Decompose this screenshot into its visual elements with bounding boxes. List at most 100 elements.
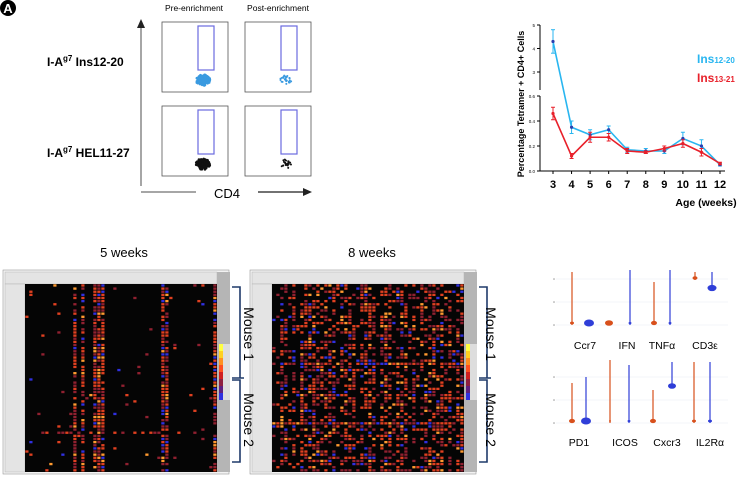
heatmap-cell bbox=[324, 299, 328, 303]
heatmap-cell bbox=[312, 328, 316, 331]
heatmap-cell bbox=[93, 331, 97, 334]
heatmap-cell bbox=[436, 425, 440, 428]
heatmap-cell bbox=[348, 368, 352, 372]
heatmap-cell bbox=[424, 453, 428, 456]
heatmap-cell bbox=[428, 419, 432, 422]
heatmap-cell bbox=[213, 415, 217, 419]
panel-label: A bbox=[0, 0, 16, 16]
heatmap-cell bbox=[73, 343, 77, 347]
heatmap-cell bbox=[165, 390, 169, 394]
heatmap-cell bbox=[388, 362, 392, 365]
colorbar-swatch bbox=[466, 344, 470, 351]
heatmap-cell bbox=[161, 447, 165, 450]
heatmap-cell bbox=[368, 406, 372, 409]
heatmap-cell bbox=[312, 422, 316, 425]
heatmap-cell bbox=[360, 359, 364, 362]
heatmap-cell bbox=[161, 462, 165, 466]
heatmap-cell bbox=[292, 387, 296, 391]
heatmap-cell bbox=[73, 453, 77, 456]
heatmap-cell bbox=[440, 450, 444, 453]
heatmap-cell bbox=[420, 287, 424, 290]
heatmap-cell bbox=[280, 309, 284, 312]
violin-body bbox=[581, 417, 591, 425]
heatmap-cell bbox=[81, 412, 85, 416]
heatmap-cell bbox=[356, 359, 360, 362]
heatmap-cell bbox=[428, 315, 432, 318]
heatmap-cell bbox=[440, 312, 444, 315]
heatmap-cell bbox=[336, 431, 340, 434]
heatmap-cell bbox=[428, 284, 432, 287]
gene-label: ICOS bbox=[612, 437, 638, 449]
flow-plot bbox=[161, 21, 229, 93]
event-dot bbox=[287, 161, 290, 164]
heatmap-cell bbox=[436, 412, 440, 416]
heatmap-cell bbox=[412, 284, 416, 287]
heatmap-cell bbox=[101, 309, 105, 312]
heatmap-cell bbox=[332, 340, 336, 344]
heatmap-cell bbox=[300, 469, 304, 472]
heatmap-cell bbox=[380, 362, 384, 365]
heatmap-cell bbox=[316, 362, 320, 365]
heatmap-cell bbox=[300, 353, 304, 356]
heatmap-cell bbox=[93, 309, 97, 312]
heatmap-cell bbox=[97, 466, 101, 469]
heatmap-cell bbox=[73, 447, 77, 450]
gate-rect bbox=[197, 109, 215, 155]
heatmap-cell bbox=[213, 359, 217, 362]
heatmap-cell bbox=[400, 353, 404, 356]
heatmap-cell bbox=[161, 372, 165, 375]
heatmap-cell bbox=[404, 403, 408, 406]
heatmap-cell bbox=[340, 462, 344, 466]
heatmap-cell bbox=[280, 337, 284, 340]
heatmap-cell bbox=[348, 378, 352, 381]
heatmap-cell bbox=[428, 375, 432, 378]
heatmap-cell bbox=[424, 469, 428, 472]
heatmap-cell bbox=[81, 434, 85, 438]
heatmap-cell bbox=[97, 337, 101, 340]
heatmap-cell bbox=[404, 309, 408, 312]
heatmap-cell bbox=[304, 318, 308, 322]
heatmap-cell bbox=[165, 372, 169, 375]
heatmap-cell bbox=[312, 466, 316, 469]
heatmap-cell bbox=[213, 356, 217, 359]
heatmap-cell bbox=[300, 365, 304, 369]
heatmap-cell bbox=[308, 318, 312, 322]
axis-tick bbox=[553, 399, 555, 401]
heatmap-cell bbox=[300, 372, 304, 375]
heatmap-cell bbox=[456, 390, 460, 394]
heatmap-cell bbox=[340, 393, 344, 397]
event-dot bbox=[280, 80, 283, 83]
heatmap-cell bbox=[444, 444, 448, 447]
heatmap-cell bbox=[444, 368, 448, 372]
heatmap-cell bbox=[440, 315, 444, 318]
heatmap-cell bbox=[364, 293, 368, 297]
heatmap-cell bbox=[428, 450, 432, 453]
heatmap-cell bbox=[300, 309, 304, 312]
heatmap-cell bbox=[213, 287, 217, 290]
axis-tick bbox=[553, 422, 555, 424]
heatmap-cell bbox=[412, 440, 416, 444]
heatmap-cell bbox=[400, 356, 404, 359]
heatmap-cell bbox=[93, 299, 97, 303]
heatmap-cell bbox=[448, 306, 452, 309]
heatmap-cell bbox=[380, 350, 384, 353]
heatmap-cell bbox=[404, 437, 408, 441]
heatmap-cell bbox=[93, 293, 97, 297]
colorbar-swatch bbox=[219, 358, 223, 365]
heatmap-cell bbox=[396, 365, 400, 369]
violin-body bbox=[570, 321, 574, 325]
heatmap-cell bbox=[420, 397, 424, 400]
heatmap-cell bbox=[348, 346, 352, 350]
heatmap-cell bbox=[85, 397, 89, 400]
data-point bbox=[718, 161, 722, 166]
heatmap-cell bbox=[276, 293, 280, 297]
heatmap-cell bbox=[396, 356, 400, 359]
heatmap-cell bbox=[352, 303, 356, 306]
heatmap-cell bbox=[440, 321, 444, 325]
heatmap-cell bbox=[320, 422, 324, 425]
heatmap-cell bbox=[193, 409, 197, 412]
heatmap-cell bbox=[404, 469, 408, 472]
heatmap-cell bbox=[312, 381, 316, 384]
heatmap-cell bbox=[37, 412, 41, 416]
heatmap-cell bbox=[292, 406, 296, 409]
